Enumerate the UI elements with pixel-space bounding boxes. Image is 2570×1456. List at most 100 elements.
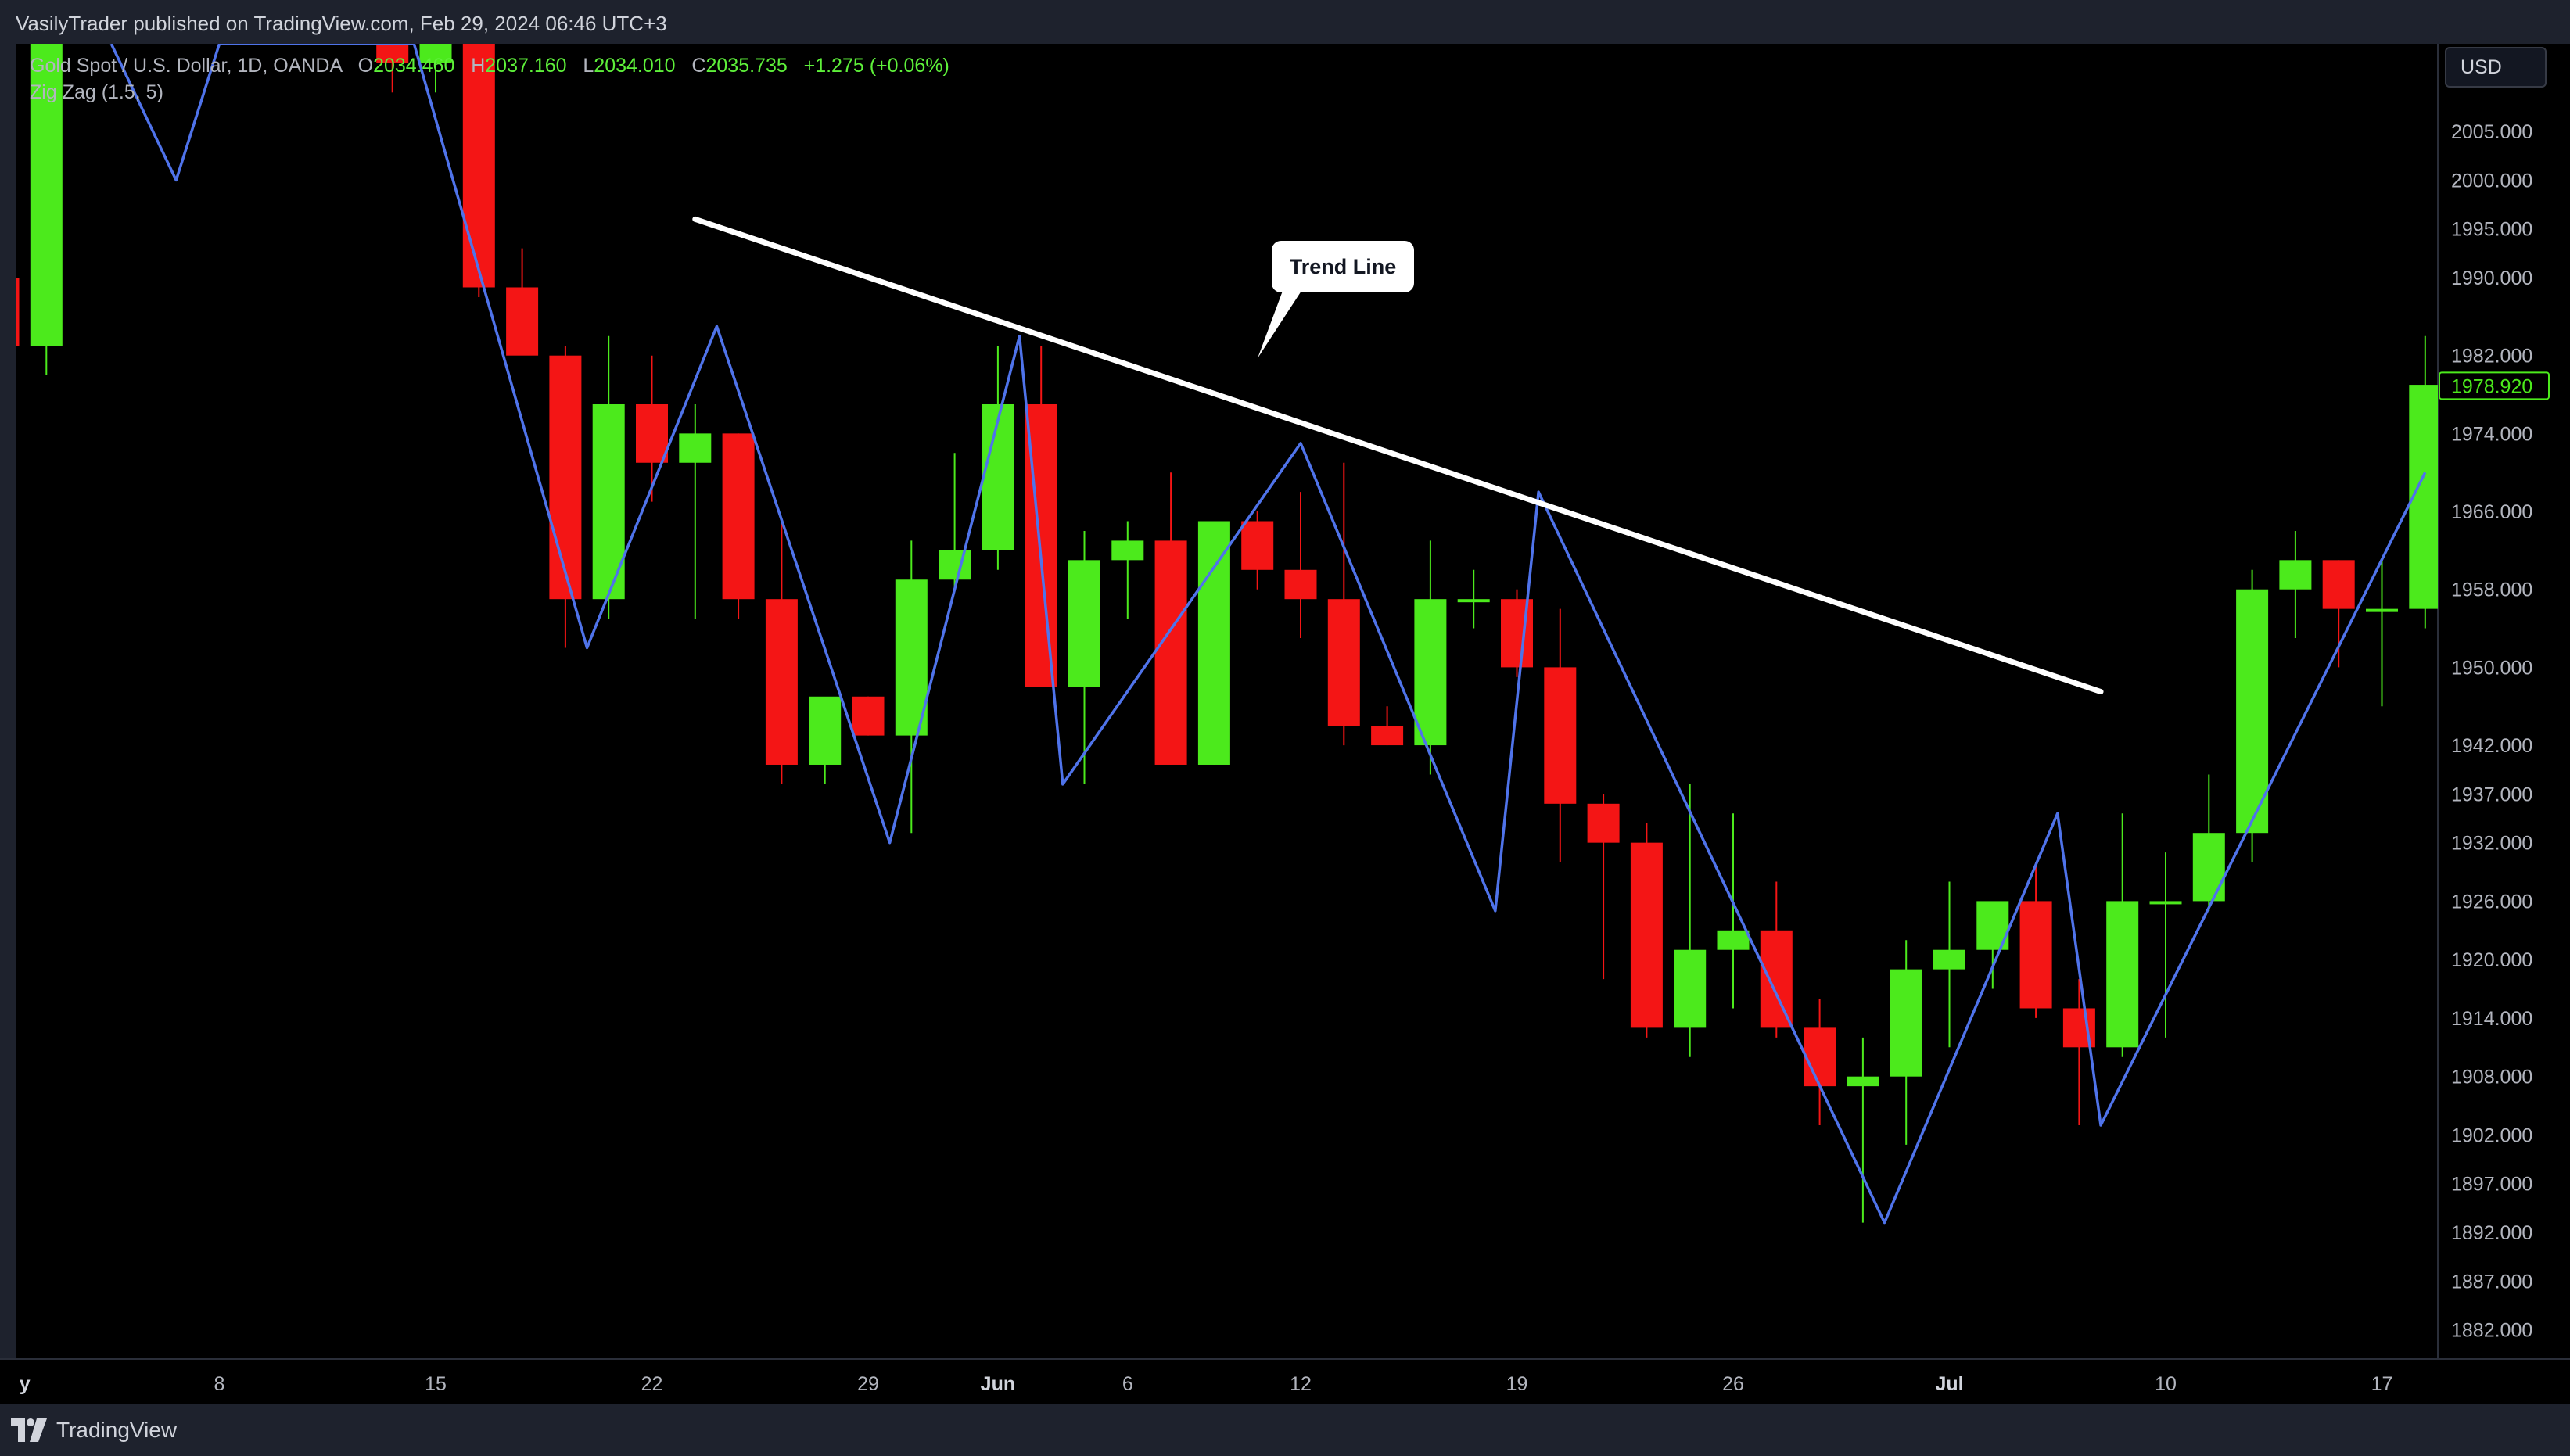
x-tick-label-10: Jul [1935,1373,1963,1395]
x-tick-label-1: 8 [214,1373,225,1395]
candle-body-24 [1327,599,1360,726]
time-axis [0,1359,2570,1404]
candle-body-13 [852,696,885,736]
low-label: L [583,55,594,77]
candle-body-34 [1760,930,1793,1028]
candle-body-33 [1717,930,1750,950]
x-tick-label-5: Jun [981,1373,1015,1395]
open-value: 2034.460 [373,55,455,77]
candle-body-29 [1544,667,1577,804]
x-tick-label-11: 10 [2155,1373,2177,1395]
tradingview-brand[interactable]: TradingView [11,1417,177,1443]
y-tick-label-10: 1937.000 [2451,784,2532,805]
symbol-legend: Gold Spot / U.S. Dollar, 1D, OANDA O2034… [30,55,949,77]
candle-body-25 [1371,726,1404,746]
last-price-badge [2439,371,2550,400]
x-tick-label-7: 12 [1290,1373,1312,1395]
y-tick-label-8: 1950.000 [2451,657,2532,679]
candle-body-27 [1457,599,1490,603]
x-tick-label-2: 15 [425,1373,447,1395]
candle-body-32 [1674,949,1707,1028]
candle-body-42 [2106,901,2139,1048]
candle-body-1 [30,44,63,346]
y-tick-label-7: 1958.000 [2451,579,2532,601]
y-tick-label-1: 2000.000 [2451,170,2532,192]
price-axis [2438,44,2570,1359]
trend-line [692,216,2104,695]
symbol-name: Gold Spot / U.S. Dollar, 1D, OANDA [30,55,342,77]
candle-body-8 [636,403,668,463]
candle-body-31 [1630,842,1663,1028]
candle-body-44 [2192,833,2225,902]
x-tick-label-12: 17 [2371,1373,2393,1395]
x-tick-label-9: 26 [1722,1373,1744,1395]
candle-body-3 [419,44,452,63]
x-tick-label-8: 19 [1506,1373,1528,1395]
candle-body-45 [2236,589,2269,834]
candle-body-2 [376,44,409,63]
low-value: 2034.010 [594,55,676,77]
y-tick-label-19: 1887.000 [2451,1271,2532,1293]
bottom-bar: TradingView [0,1404,2570,1456]
y-tick-label-18: 1892.000 [2451,1222,2532,1244]
zigzag-line [109,44,2427,1225]
y-tick-label-6: 1966.000 [2451,501,2532,523]
currency-button[interactable]: USD [2445,47,2547,88]
y-tick-label-4: 1982.000 [2451,346,2532,368]
candle-body-26 [1414,599,1447,746]
candle-body-20 [1154,540,1187,765]
candle-body-0 [16,278,20,346]
y-tick-label-3: 1990.000 [2451,267,2532,289]
candle-body-37 [1890,969,1922,1077]
y-tick-label-9: 1942.000 [2451,735,2532,757]
top-bar: VasilyTrader published on TradingView.co… [0,0,2570,44]
y-tick-label-11: 1932.000 [2451,833,2532,855]
candle-body-43 [2149,901,2182,905]
x-tick-label-0: y [20,1373,31,1395]
candle-body-28 [1501,599,1533,668]
candle-body-35 [1804,1027,1836,1087]
high-value: 2037.160 [485,55,567,77]
candle-body-12 [809,696,842,765]
high-label: H [471,55,486,77]
candle-body-46 [2279,560,2312,590]
y-tick-label-14: 1914.000 [2451,1008,2532,1030]
candle-body-4 [462,44,495,288]
candle-body-10 [722,433,755,600]
open-label: O [357,55,374,77]
y-tick-label-12: 1926.000 [2451,891,2532,913]
candle-body-14 [895,579,928,736]
y-tick-label-5: 1974.000 [2451,423,2532,445]
y-tick-label-15: 1908.000 [2451,1067,2532,1088]
y-tick-label-0: 2005.000 [2451,121,2532,143]
candle-body-30 [1587,803,1620,843]
candle-body-19 [1111,540,1144,561]
last-price-label: 1978.920 [2451,375,2532,397]
x-tick-label-4: 29 [857,1373,879,1395]
x-tick-label-3: 22 [641,1373,663,1395]
y-tick-label-13: 1920.000 [2451,949,2532,971]
y-tick-label-16: 1902.000 [2451,1124,2532,1146]
candle-body-21 [1197,521,1230,765]
candle-body-48 [2366,608,2398,612]
candle-body-16 [982,403,1014,550]
trend-line-callout[interactable]: Trend Line [1272,241,1414,292]
y-tick-label-2: 1995.000 [2451,219,2532,241]
candle-body-23 [1284,569,1317,600]
close-value: 2035.735 [705,55,788,77]
candle-body-6 [549,355,582,600]
candle-body-5 [506,287,539,356]
candle-body-18 [1068,560,1100,687]
candle-body-22 [1241,521,1274,570]
candle-body-40 [2019,901,2052,1009]
y-tick-label-17: 1897.000 [2451,1174,2532,1196]
candle-body-9 [679,433,712,463]
callout-pointer [1258,291,1301,358]
y-tick-label-20: 1882.000 [2451,1320,2532,1342]
close-label: C [691,55,706,77]
publisher-credit: VasilyTrader published on TradingView.co… [16,12,667,35]
tradingview-logo-icon [11,1418,47,1442]
chart[interactable]: 2005.000 2000.000 1995.000 1990.000 1982.000… [0,44,2570,1404]
candle-body-38 [1933,949,1965,970]
candle-body-36 [1847,1076,1879,1087]
